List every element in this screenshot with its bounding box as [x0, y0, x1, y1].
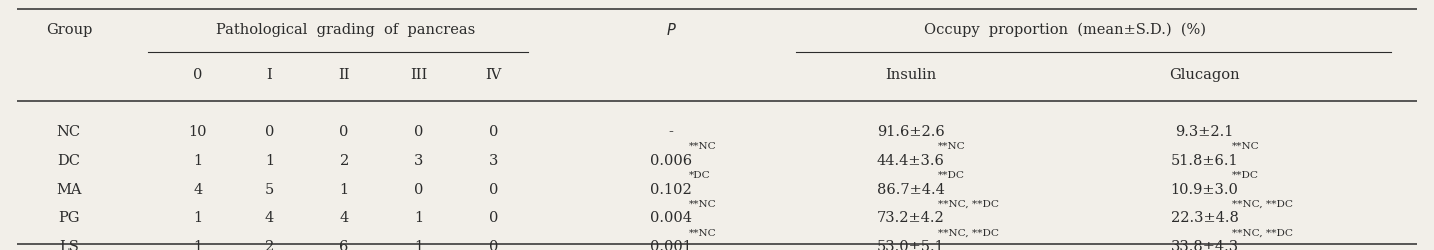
Text: 0: 0: [489, 210, 498, 224]
Text: **NC: **NC: [1232, 142, 1259, 151]
Text: 4: 4: [340, 210, 348, 224]
Text: 0: 0: [489, 182, 498, 196]
Text: 5: 5: [265, 182, 274, 196]
Text: 86.7±4.4: 86.7±4.4: [876, 182, 945, 196]
Text: Group: Group: [46, 23, 92, 37]
Text: 0: 0: [340, 124, 348, 138]
Text: 1: 1: [194, 239, 202, 250]
Text: 51.8±6.1: 51.8±6.1: [1170, 153, 1239, 167]
Text: **DC: **DC: [1232, 170, 1259, 179]
Text: III: III: [410, 68, 427, 82]
Text: 3: 3: [414, 153, 423, 167]
Text: 10: 10: [189, 124, 206, 138]
Text: **NC: **NC: [690, 142, 717, 151]
Text: 1: 1: [194, 153, 202, 167]
Text: **NC, **DC: **NC, **DC: [1232, 228, 1293, 237]
Text: MA: MA: [56, 182, 82, 196]
Text: 0: 0: [489, 124, 498, 138]
Text: **NC: **NC: [690, 199, 717, 208]
Text: 33.8±4.3: 33.8±4.3: [1170, 239, 1239, 250]
Text: 9.3±2.1: 9.3±2.1: [1176, 124, 1233, 138]
Text: Insulin: Insulin: [885, 68, 936, 82]
Text: Occupy  proportion  (mean±S.D.)  (%): Occupy proportion (mean±S.D.) (%): [923, 23, 1206, 37]
Text: 4: 4: [194, 182, 202, 196]
Text: DC: DC: [57, 153, 80, 167]
Text: PG: PG: [59, 210, 79, 224]
Text: NC: NC: [57, 124, 80, 138]
Text: **DC: **DC: [938, 170, 965, 179]
Text: 6: 6: [340, 239, 348, 250]
Text: 0: 0: [414, 124, 423, 138]
Text: 2: 2: [340, 153, 348, 167]
Text: II: II: [338, 68, 350, 82]
Text: 22.3±4.8: 22.3±4.8: [1170, 210, 1239, 224]
Text: 1: 1: [414, 210, 423, 224]
Text: LS: LS: [59, 239, 79, 250]
Text: 1: 1: [414, 239, 423, 250]
Text: 1: 1: [265, 153, 274, 167]
Text: 0: 0: [489, 239, 498, 250]
Text: 4: 4: [265, 210, 274, 224]
Text: 1: 1: [194, 210, 202, 224]
Text: 0.004: 0.004: [650, 210, 693, 224]
Text: **NC, **DC: **NC, **DC: [1232, 199, 1293, 208]
Text: 0: 0: [194, 68, 202, 82]
Text: 53.0±5.1: 53.0±5.1: [876, 239, 945, 250]
Text: 73.2±4.2: 73.2±4.2: [876, 210, 945, 224]
Text: I: I: [267, 68, 272, 82]
Text: **NC, **DC: **NC, **DC: [938, 228, 999, 237]
Text: 1: 1: [340, 182, 348, 196]
Text: 3: 3: [489, 153, 498, 167]
Text: *DC: *DC: [690, 170, 711, 179]
Text: 91.6±2.6: 91.6±2.6: [876, 124, 945, 138]
Text: Pathological  grading  of  pancreas: Pathological grading of pancreas: [217, 23, 475, 37]
Text: 0: 0: [414, 182, 423, 196]
Text: 10.9±3.0: 10.9±3.0: [1170, 182, 1239, 196]
Text: IV: IV: [485, 68, 502, 82]
Text: **NC, **DC: **NC, **DC: [938, 199, 999, 208]
Text: **NC: **NC: [690, 228, 717, 237]
Text: 0.001: 0.001: [650, 239, 693, 250]
Text: $\it{P}$: $\it{P}$: [665, 22, 677, 38]
Text: 0: 0: [265, 124, 274, 138]
Text: 2: 2: [265, 239, 274, 250]
Text: **NC: **NC: [938, 142, 965, 151]
Text: 44.4±3.6: 44.4±3.6: [876, 153, 945, 167]
Text: Glucagon: Glucagon: [1169, 68, 1240, 82]
Text: -: -: [668, 124, 674, 138]
Text: 0.102: 0.102: [650, 182, 693, 196]
Text: 0.006: 0.006: [650, 153, 693, 167]
